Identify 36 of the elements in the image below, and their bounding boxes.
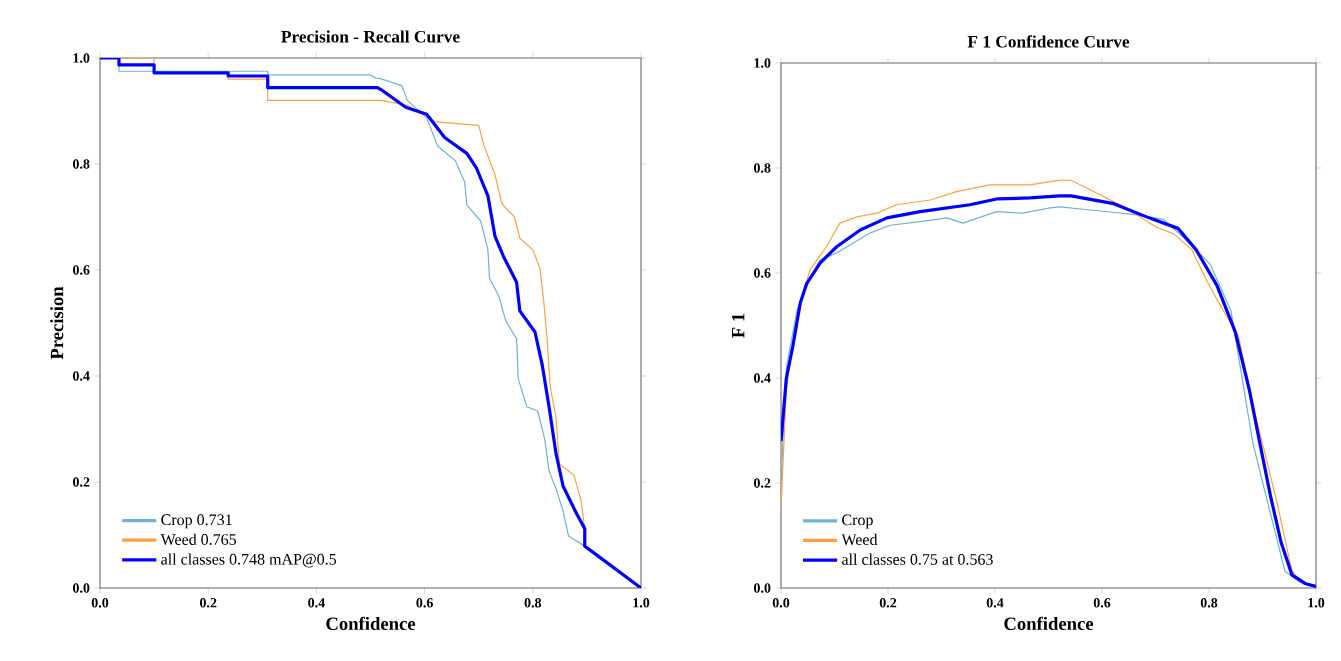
y-tick-label: 0.2 [753,478,771,488]
x-tick-label: 0.8 [524,598,542,608]
x-tick-label: 0.0 [91,598,109,608]
chart-title: F 1 Confidence Curve [967,35,1130,48]
y-tick-label: 0.0 [753,583,771,593]
legend-label: all classes 0.748 mAP@0.5 [161,553,337,568]
y-tick-label: 0.4 [753,373,771,383]
y-tick-label: 1.0 [754,58,771,68]
x-tick-label: 0.4 [308,598,325,608]
x-tick-label: 0.6 [1093,598,1111,608]
x-axis-title: Confidence [1004,616,1094,631]
y-tick-label: 0.8 [72,159,90,169]
x-tick-label: 0.4 [986,598,1004,608]
legend-label: Crop [842,514,873,529]
legend-label: Crop 0.731 [161,514,232,529]
x-tick-label: 1.0 [633,598,650,608]
y-tick-label: 0.6 [753,268,771,278]
x-tick-label: 1.0 [1308,598,1325,608]
y-axis-title: F 1 [731,313,745,338]
x-axis-title: Confidence [326,616,416,631]
x-tick-label: 0.2 [879,598,897,608]
y-tick-label: 0.0 [72,583,90,593]
y-tick-label: 0.4 [72,371,90,381]
x-tick-label: 0.8 [1200,598,1218,608]
y-tick-label: 0.8 [753,163,771,173]
y-tick-label: 1.0 [73,53,90,63]
y-axis-title: Precision [50,286,64,360]
x-tick-label: 0.0 [772,598,790,608]
chart-title: Precision - Recall Curve [281,30,460,43]
y-tick-label: 0.2 [72,477,90,487]
x-tick-label: 0.2 [199,598,217,608]
legend-label: Weed 0.765 [160,533,237,545]
legend-label: Weed [841,533,878,546]
x-tick-label: 0.6 [416,598,433,608]
legend-label: all classes 0.75 at 0.563 [842,553,993,565]
y-tick-label: 0.6 [72,265,90,275]
